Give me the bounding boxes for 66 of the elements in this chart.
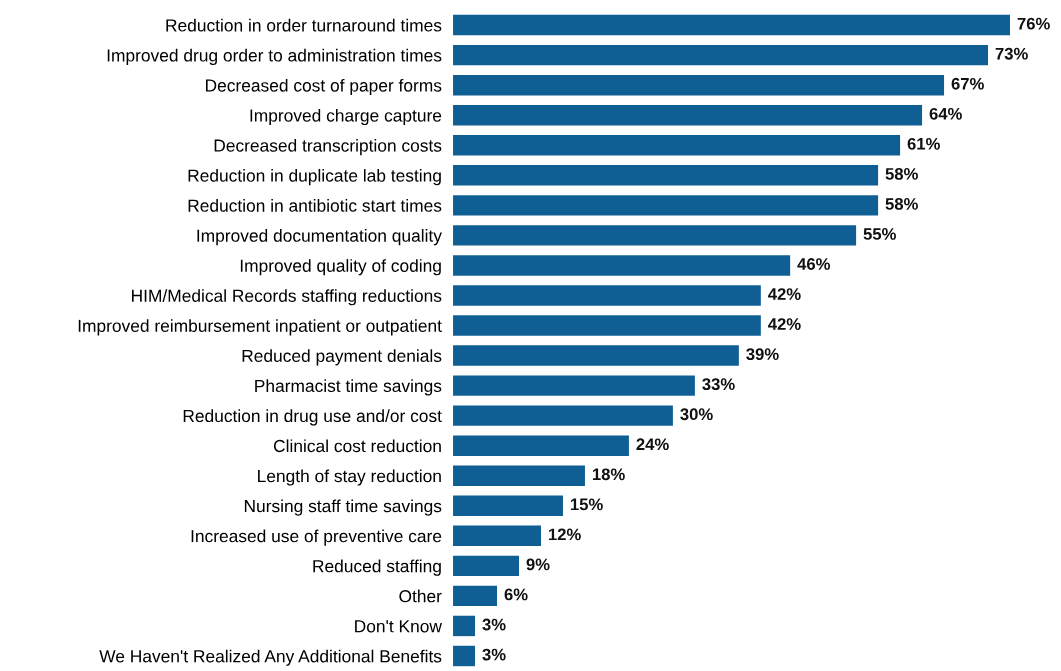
y-tick-label: HIM/Medical Records staffing reductions — [132, 289, 442, 306]
bar — [453, 44, 989, 66]
y-tick-label: Clinical cost reduction — [273, 439, 441, 453]
y-tick-label: Reduction in duplicate lab testing — [188, 169, 441, 186]
data-label: 33% — [702, 378, 735, 391]
data-label: 3% — [482, 648, 506, 661]
bar — [453, 195, 879, 216]
bar — [453, 14, 1010, 36]
data-label: 64% — [929, 107, 962, 120]
bar — [453, 525, 541, 547]
bar — [453, 645, 476, 667]
bar — [453, 495, 563, 516]
y-tick-label: Reduction in antibiotic start times — [188, 199, 442, 212]
y-tick-label: Improved charge capture — [250, 108, 442, 126]
bar — [453, 135, 901, 156]
y-tick-label: Pharmacist time savings — [255, 379, 442, 396]
data-label: 61% — [907, 137, 940, 150]
data-label: 9% — [526, 558, 550, 571]
y-tick-label: Don't Know — [355, 620, 442, 633]
y-tick-label: Reduction in drug use and/or cost — [183, 409, 442, 426]
data-label: 76% — [1017, 17, 1050, 30]
bar — [453, 375, 695, 396]
data-label: 6% — [504, 588, 528, 601]
bar — [453, 465, 585, 486]
y-tick-label: Improved reimbursement inpatient or outpatient — [78, 319, 442, 336]
bar — [453, 105, 923, 126]
data-label: 73% — [995, 47, 1028, 60]
y-tick-label: Reduction in order turnaround times — [166, 18, 442, 32]
y-tick-label: Decreased transcription costs — [214, 138, 442, 156]
bar — [453, 74, 945, 96]
y-tick-label: Improved quality of coding — [240, 259, 441, 276]
bar — [453, 555, 519, 577]
y-tick-label: Decreased cost of paper forms — [206, 78, 442, 96]
data-label: 42% — [768, 318, 801, 330]
y-tick-label: Improved drug order to administration times — [107, 48, 442, 66]
bar — [453, 225, 857, 246]
bar — [453, 255, 791, 276]
data-label: 46% — [797, 258, 831, 270]
data-label: 30% — [680, 408, 713, 421]
data-label: 18% — [592, 468, 625, 481]
y-tick-label: Reduced payment denials — [242, 349, 442, 366]
bar — [453, 165, 879, 186]
data-label: 3% — [482, 618, 506, 631]
y-tick-label: We Haven't Realized Any Additional Benefits — [99, 649, 442, 666]
data-label: 58% — [885, 198, 918, 210]
bar — [453, 435, 629, 456]
bar — [453, 405, 673, 426]
data-label: 58% — [885, 167, 918, 180]
data-label: 55% — [863, 228, 896, 240]
bar — [453, 615, 476, 637]
y-tick-label: Nursing staff time savings — [244, 499, 442, 516]
y-tick-label: Reduced staffing — [313, 559, 441, 576]
data-label: 15% — [570, 498, 603, 511]
bar — [453, 285, 761, 306]
y-tick-label: Improved documentation quality — [197, 229, 442, 246]
bar — [453, 585, 498, 607]
y-tick-label: Increased use of preventive care — [191, 529, 442, 546]
data-label: 67% — [951, 77, 984, 90]
bar — [453, 345, 739, 366]
data-label: 24% — [636, 438, 669, 451]
bar — [453, 315, 761, 336]
data-label: 39% — [746, 348, 779, 361]
data-label: 12% — [548, 528, 581, 541]
data-label: 42% — [768, 288, 801, 300]
y-tick-label: Other — [399, 589, 442, 603]
y-tick-label: Length of stay reduction — [258, 469, 441, 486]
